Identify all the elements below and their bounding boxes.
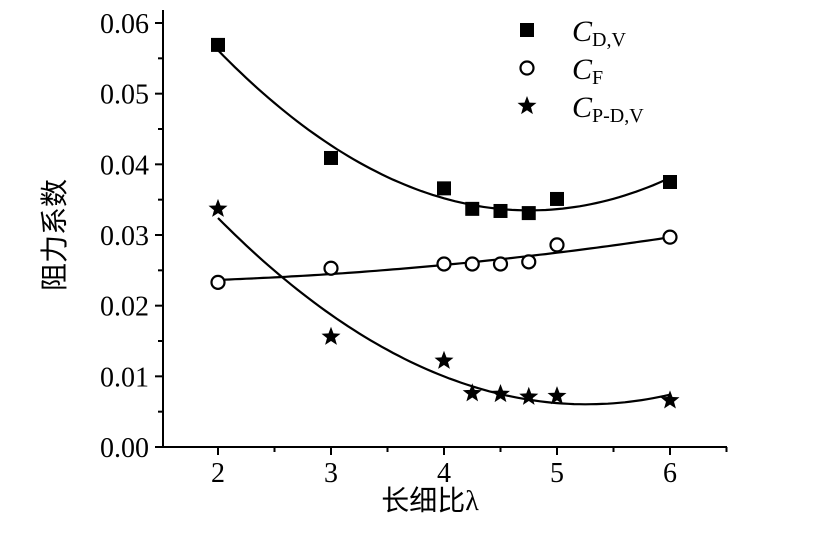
data-point [210,274,226,290]
legend-marker [520,23,534,37]
y-tick-label: 0.02 [100,292,149,323]
legend-marker [517,96,537,115]
legend-marker [519,60,535,76]
data-point [663,175,677,189]
legend-label: CD,V [572,15,626,51]
x-tick-label: 4 [437,458,451,489]
x-tick-label: 5 [550,458,564,489]
data-point [519,386,539,405]
data-point [550,191,564,206]
data-point [547,386,567,405]
y-tick-label: 0.00 [100,433,149,464]
y-tick-label: 0.03 [100,221,149,252]
data-point [208,198,228,217]
data-point [521,254,537,270]
fit-curve-0 [217,49,671,212]
data-point [462,383,482,402]
data-point [549,237,565,253]
data-point [491,384,510,403]
y-tick-label: 0.06 [100,9,149,40]
x-axis-label: 长细比λ [381,485,479,517]
x-tick-label: 2 [211,458,225,489]
data-point [492,256,509,272]
data-point [211,37,225,52]
data-point [437,181,451,196]
data-point [662,229,678,245]
data-point [324,150,338,165]
data-point [464,256,480,272]
y-axis-label: 阻力系数 [39,179,71,291]
data-point [434,350,454,369]
legend-label: CF [572,53,603,89]
data-point [436,256,452,272]
data-point [465,201,480,216]
data-point [660,390,680,409]
legend-label: CP-D,V [572,91,644,127]
y-tick-label: 0.04 [100,150,149,181]
y-tick-label: 0.01 [100,362,149,393]
data-point [321,326,341,345]
data-point [323,260,339,276]
data-point [493,203,508,218]
fit-curve-2 [217,217,671,406]
x-tick-label: 6 [663,458,677,489]
data-point [521,206,536,221]
y-tick-label: 0.05 [100,80,149,111]
x-tick-label: 3 [324,458,338,489]
